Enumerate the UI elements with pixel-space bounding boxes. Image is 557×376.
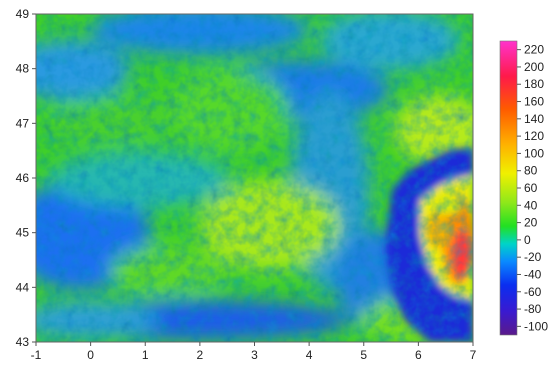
x-tick-label: 0	[87, 348, 94, 362]
colorbar-tick-label: -100	[524, 319, 548, 333]
x-axis: -1 0 1 2 3 4 5 6 7	[31, 342, 477, 362]
y-tick-label: 44	[16, 280, 30, 294]
colorbar-tick-label: -80	[524, 302, 542, 316]
colorbar-tick-label: 120	[524, 129, 544, 143]
colorbar: 220200180160140120100806040200-20-40-60-…	[499, 40, 548, 336]
x-tick-label: 2	[197, 348, 204, 362]
x-tick-label: 6	[415, 348, 422, 362]
y-tick-label: 49	[16, 7, 30, 21]
x-tick-label: 4	[306, 348, 313, 362]
colorbar-tick-label: 0	[524, 233, 531, 247]
x-tick-label: 7	[470, 348, 477, 362]
colorbar-tick-label: 200	[524, 60, 544, 74]
x-tick-label: -1	[31, 348, 42, 362]
x-tick-label: 3	[251, 348, 258, 362]
y-tick-label: 45	[16, 226, 30, 240]
colorbar-tick-label: 220	[524, 43, 544, 57]
colorbar-gradient	[499, 40, 518, 336]
colorbar-tick-label: 40	[524, 198, 538, 212]
y-tick-label: 47	[16, 116, 30, 130]
colorbar-tick-label: 20	[524, 216, 538, 230]
heatmap-field	[36, 14, 473, 342]
x-tick-label: 1	[142, 348, 149, 362]
colorbar-tick-label: 180	[524, 77, 544, 91]
y-tick-label: 43	[16, 335, 30, 349]
colorbar-tick-label: 140	[524, 112, 544, 126]
colorbar-ticks: 220200180160140120100806040200-20-40-60-…	[517, 43, 548, 333]
colorbar-tick-label: -40	[524, 267, 542, 281]
y-tick-label: 48	[16, 62, 30, 76]
colorbar-tick-label: 80	[524, 164, 538, 178]
y-tick-label: 46	[16, 171, 30, 185]
colorbar-tick-label: 100	[524, 146, 544, 160]
x-tick-label: 5	[360, 348, 367, 362]
colorbar-tick-label: -60	[524, 285, 542, 299]
y-axis: 43 44 45 46 47 48 49	[16, 7, 36, 349]
colorbar-tick-label: 160	[524, 95, 544, 109]
colorbar-tick-label: -20	[524, 250, 542, 264]
colorbar-tick-label: 60	[524, 181, 538, 195]
